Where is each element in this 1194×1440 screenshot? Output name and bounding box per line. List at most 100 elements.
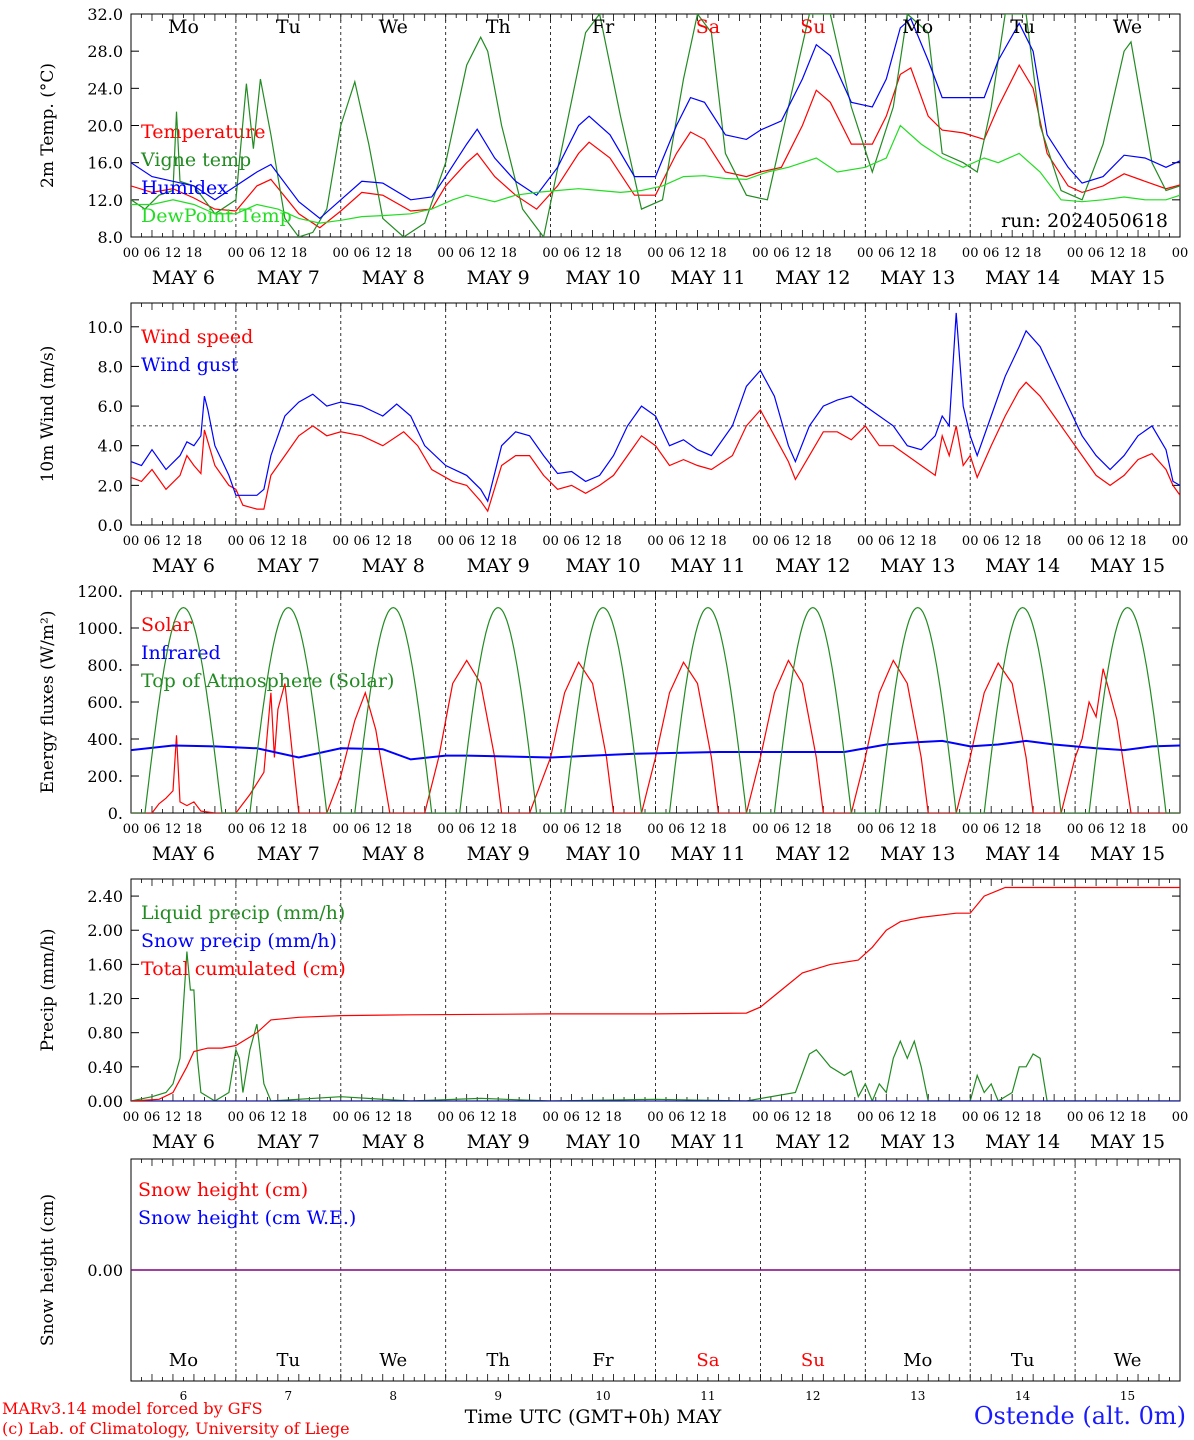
hour-tick-label: 18	[815, 534, 832, 549]
hour-tick-label: 12	[689, 1110, 706, 1125]
day-abbr-label: Mo	[903, 1350, 932, 1371]
hour-tick-label: 12	[479, 246, 496, 261]
station-name: Ostende (alt. 0m)	[973, 1402, 1186, 1430]
hour-tick-label: 06	[983, 1110, 1000, 1125]
hour-tick-label: 00	[1172, 822, 1189, 837]
hour-tick-label: 18	[920, 822, 937, 837]
date-label: MAY 10	[565, 267, 640, 289]
hour-tick-label: 06	[983, 534, 1000, 549]
hour-tick-label: 12	[479, 1110, 496, 1125]
hour-tick-label: 18	[920, 246, 937, 261]
day-abbr-label: Su	[801, 1350, 825, 1371]
hour-tick-label: 00	[962, 822, 979, 837]
date-label: MAY 11	[670, 555, 745, 577]
y-tick-label: 20.0	[87, 117, 123, 136]
hour-tick-label: 12	[270, 246, 287, 261]
hour-tick-label: 18	[710, 246, 727, 261]
date-label: MAY 14	[985, 1131, 1060, 1153]
date-label: MAY 6	[152, 843, 215, 865]
hour-tick-label: 12	[165, 1110, 182, 1125]
hour-tick-label: 00	[1067, 1110, 1084, 1125]
run-label: run: 2024050618	[1001, 210, 1168, 232]
series-line-humidex	[131, 17, 1180, 220]
hour-tick-label: 12	[899, 822, 916, 837]
hour-tick-label: 00	[123, 534, 140, 549]
y-tick-label: 1.60	[87, 955, 123, 974]
hour-tick-label: 06	[354, 534, 371, 549]
legend-entry: Top of Atmosphere (Solar)	[141, 670, 394, 692]
hour-tick-label: 12	[794, 822, 811, 837]
y-tick-label: 0.40	[87, 1058, 123, 1077]
day-abbr-label: We	[379, 1350, 407, 1371]
hour-tick-label: 06	[458, 246, 475, 261]
day-abbr-label: We	[379, 16, 408, 38]
hour-tick-label: 06	[249, 822, 266, 837]
y-axis-label: 2m Temp. (°C)	[38, 63, 58, 188]
day-abbr-label: Th	[486, 16, 511, 38]
hour-tick-label: 18	[500, 1110, 517, 1125]
hour-tick-label: 18	[815, 246, 832, 261]
lab-credit: (c) Lab. of Climatology, University of L…	[2, 1419, 350, 1438]
y-tick-label: 1000.	[77, 619, 123, 638]
day-abbr-label: Tu	[1010, 16, 1035, 38]
hour-tick-label: 00	[333, 534, 350, 549]
hour-tick-label: 12	[899, 246, 916, 261]
hour-tick-label: 00	[228, 1110, 245, 1125]
hour-tick-label: 12	[270, 1110, 287, 1125]
hour-tick-label: 12	[479, 822, 496, 837]
series-line-total-cumulated-cm-	[131, 886, 1180, 1101]
day-abbr-label: Mo	[169, 1350, 198, 1371]
day-abbr-label: Sa	[696, 16, 720, 38]
hour-tick-label: 18	[395, 1110, 412, 1125]
date-label: MAY 14	[985, 267, 1060, 289]
hour-tick-label: 18	[1025, 1110, 1042, 1125]
day-abbr-label: Mo	[168, 16, 199, 38]
y-tick-label: 2.40	[87, 887, 123, 906]
hour-tick-label: 18	[605, 246, 622, 261]
hour-tick-label: 06	[563, 1110, 580, 1125]
legend-entry: Humidex	[141, 177, 228, 199]
hour-tick-label: 12	[689, 822, 706, 837]
hour-tick-label: 00	[857, 822, 874, 837]
day-abbr-label: Su	[800, 16, 825, 38]
day-abbr-label: Th	[486, 1350, 510, 1371]
legend-entry: Wind gust	[141, 354, 239, 376]
day-number-label: 10	[595, 1389, 610, 1403]
hour-tick-label: 00	[542, 1110, 559, 1125]
legend-entry: Snow precip (mm/h)	[141, 930, 337, 952]
hour-tick-label: 00	[333, 822, 350, 837]
hour-tick-label: 06	[354, 822, 371, 837]
hour-tick-label: 00	[1172, 246, 1189, 261]
hour-tick-label: 00	[1172, 534, 1189, 549]
y-axis-label: Precip (mm/h)	[38, 928, 58, 1051]
date-label: MAY 12	[775, 1131, 850, 1153]
hour-tick-label: 06	[458, 822, 475, 837]
hour-tick-label: 06	[354, 246, 371, 261]
date-label: MAY 6	[152, 1131, 215, 1153]
hour-tick-label: 06	[773, 1110, 790, 1125]
hour-tick-label: 06	[144, 534, 161, 549]
date-label: MAY 9	[467, 267, 530, 289]
hour-tick-label: 06	[563, 534, 580, 549]
date-label: MAY 9	[467, 843, 530, 865]
hour-tick-label: 06	[144, 246, 161, 261]
y-axis-label: Energy fluxes (W/m²)	[38, 611, 58, 794]
hour-tick-label: 00	[333, 246, 350, 261]
hour-tick-label: 06	[144, 822, 161, 837]
hour-tick-label: 18	[186, 246, 203, 261]
day-abbr-label: Tu	[1011, 1350, 1035, 1371]
hour-tick-label: 00	[123, 1110, 140, 1125]
date-label: MAY 8	[362, 1131, 425, 1153]
legend-entry: Wind speed	[141, 326, 253, 348]
hour-tick-label: 00	[542, 246, 559, 261]
hour-tick-label: 12	[1004, 1110, 1021, 1125]
y-tick-label: 0.0	[98, 516, 123, 535]
date-label: MAY 10	[565, 1131, 640, 1153]
hour-tick-label: 18	[395, 246, 412, 261]
hour-tick-label: 00	[437, 1110, 454, 1125]
hour-tick-label: 12	[1109, 534, 1126, 549]
hour-tick-label: 06	[249, 534, 266, 549]
date-label: MAY 9	[467, 555, 530, 577]
date-label: MAY 12	[775, 555, 850, 577]
series-line-solar	[131, 659, 1180, 813]
